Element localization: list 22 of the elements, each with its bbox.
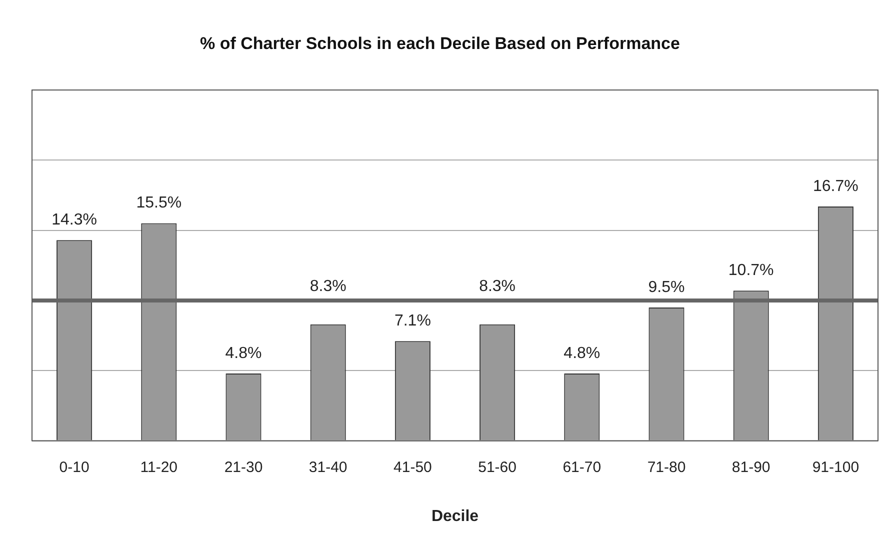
data-label: 16.7% xyxy=(813,178,858,195)
data-label: 15.5% xyxy=(136,194,182,212)
data-label: 7.1% xyxy=(394,312,431,330)
chart-title: % of Charter Schools in each Decile Based on Performance xyxy=(199,34,681,54)
x-tick-label: 61-70 xyxy=(562,458,602,476)
data-label: 8.3% xyxy=(479,278,516,295)
x-tick-label: 51-60 xyxy=(478,458,516,476)
data-label: 10.7% xyxy=(728,262,774,280)
data-label: 14.3% xyxy=(52,212,97,229)
data-label: 8.3% xyxy=(310,278,346,295)
x-tick-label: 71-80 xyxy=(647,458,686,476)
data-label: 4.8% xyxy=(225,344,262,362)
x-tick-label: 0-10 xyxy=(59,458,90,476)
data-label: 9.5% xyxy=(648,278,685,296)
x-tick-label: 91-100 xyxy=(812,458,860,476)
x-tick-label: 41-50 xyxy=(394,458,432,476)
x-axis-title: Decile xyxy=(431,508,479,525)
x-tick-label: 21-30 xyxy=(224,458,263,476)
data-label: 4.8% xyxy=(564,344,600,362)
x-tick-label: 31-40 xyxy=(308,458,348,476)
x-tick-label: 11-20 xyxy=(140,458,178,476)
x-tick-label: 81-90 xyxy=(732,458,770,476)
